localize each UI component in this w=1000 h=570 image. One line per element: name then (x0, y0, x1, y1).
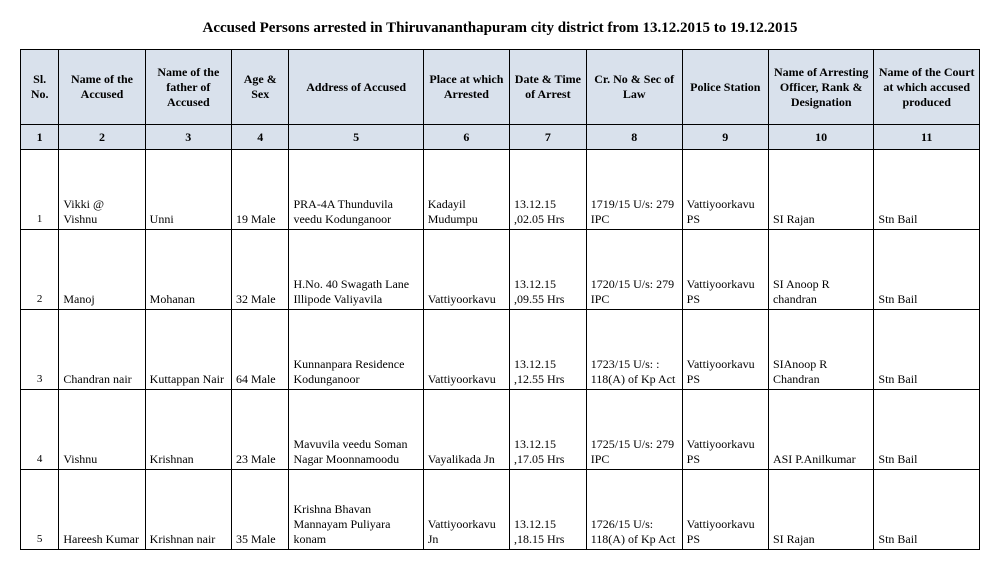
cell-place: Kadayil Mudumpu (423, 150, 509, 230)
cell-father: Kuttappan Nair (145, 310, 231, 390)
colnum-5: 5 (289, 125, 423, 150)
cell-station: Vattiyoorkavu PS (682, 310, 768, 390)
header-row: Sl. No. Name of the Accused Name of the … (21, 50, 980, 125)
table-row: 5 Hareesh Kumar Krishnan nair 35 Male Kr… (21, 470, 980, 550)
cell-name: Hareesh Kumar (59, 470, 145, 550)
cell-father: Krishnan (145, 390, 231, 470)
cell-agesex: 19 Male (231, 150, 289, 230)
cell-place: Vattiyoorkavu (423, 230, 509, 310)
cell-crno: 1723/15 U/s: : 118(A) of Kp Act (586, 310, 682, 390)
cell-crno: 1726/15 U/s: 118(A) of Kp Act (586, 470, 682, 550)
cell-place: Vayalikada Jn (423, 390, 509, 470)
cell-slno: 4 (21, 390, 59, 470)
colnum-6: 6 (423, 125, 509, 150)
table-row: 3 Chandran nair Kuttappan Nair 64 Male K… (21, 310, 980, 390)
col-header-court: Name of the Court at which accused produ… (874, 50, 980, 125)
page-container: Accused Persons arrested in Thiruvananth… (20, 20, 980, 550)
table-row: 1 Vikki @ Vishnu Unni 19 Male PRA-4A Thu… (21, 150, 980, 230)
cell-slno: 5 (21, 470, 59, 550)
cell-crno: 1719/15 U/s: 279 IPC (586, 150, 682, 230)
cell-name: Manoj (59, 230, 145, 310)
cell-officer: SIAnoop R Chandran (768, 310, 873, 390)
colnum-2: 2 (59, 125, 145, 150)
cell-agesex: 35 Male (231, 470, 289, 550)
cell-officer: SI Rajan (768, 150, 873, 230)
table-row: 4 Vishnu Krishnan 23 Male Mavuvila veedu… (21, 390, 980, 470)
cell-datetime: 13.12.15 ,17.05 Hrs (510, 390, 587, 470)
col-header-name: Name of the Accused (59, 50, 145, 125)
col-header-crno: Cr. No & Sec of Law (586, 50, 682, 125)
col-header-address: Address of Accused (289, 50, 423, 125)
cell-court: Stn Bail (874, 150, 980, 230)
cell-address: H.No. 40 Swagath Lane Illipode Valiyavil… (289, 230, 423, 310)
cell-officer: ASI P.Anilkumar (768, 390, 873, 470)
col-header-agesex: Age & Sex (231, 50, 289, 125)
cell-datetime: 13.12.15 ,09.55 Hrs (510, 230, 587, 310)
colnum-3: 3 (145, 125, 231, 150)
cell-address: Krishna Bhavan Mannayam Puliyara konam (289, 470, 423, 550)
colnum-4: 4 (231, 125, 289, 150)
table-row: 2 Manoj Mohanan 32 Male H.No. 40 Swagath… (21, 230, 980, 310)
cell-address: Kunnanpara Residence Kodunganoor (289, 310, 423, 390)
cell-crno: 1725/15 U/s: 279 IPC (586, 390, 682, 470)
cell-crno: 1720/15 U/s: 279 IPC (586, 230, 682, 310)
colnum-10: 10 (768, 125, 873, 150)
cell-datetime: 13.12.15 ,18.15 Hrs (510, 470, 587, 550)
cell-court: Stn Bail (874, 310, 980, 390)
cell-court: Stn Bail (874, 470, 980, 550)
col-header-father: Name of the father of Accused (145, 50, 231, 125)
cell-father: Unni (145, 150, 231, 230)
cell-slno: 3 (21, 310, 59, 390)
colnum-7: 7 (510, 125, 587, 150)
cell-father: Mohanan (145, 230, 231, 310)
cell-court: Stn Bail (874, 390, 980, 470)
colnum-9: 9 (682, 125, 768, 150)
cell-address: PRA-4A Thunduvila veedu Kodunganoor (289, 150, 423, 230)
colnum-11: 11 (874, 125, 980, 150)
cell-name: Vikki @ Vishnu (59, 150, 145, 230)
cell-name: Vishnu (59, 390, 145, 470)
colnum-1: 1 (21, 125, 59, 150)
cell-father: Krishnan nair (145, 470, 231, 550)
cell-name: Chandran nair (59, 310, 145, 390)
col-header-officer: Name of Arresting Officer, Rank & Design… (768, 50, 873, 125)
cell-officer: SI Rajan (768, 470, 873, 550)
cell-station: Vattiyoorkavu PS (682, 470, 768, 550)
cell-court: Stn Bail (874, 230, 980, 310)
cell-place: Vattiyoorkavu (423, 310, 509, 390)
cell-place: Vattiyoorkavu Jn (423, 470, 509, 550)
arrest-table: Sl. No. Name of the Accused Name of the … (20, 49, 980, 550)
cell-address: Mavuvila veedu Soman Nagar Moonnamoodu (289, 390, 423, 470)
col-header-place: Place at which Arrested (423, 50, 509, 125)
cell-agesex: 64 Male (231, 310, 289, 390)
cell-station: Vattiyoorkavu PS (682, 390, 768, 470)
cell-station: Vattiyoorkavu PS (682, 150, 768, 230)
col-header-station: Police Station (682, 50, 768, 125)
page-title: Accused Persons arrested in Thiruvananth… (20, 20, 980, 37)
cell-agesex: 32 Male (231, 230, 289, 310)
cell-datetime: 13.12.15 ,12.55 Hrs (510, 310, 587, 390)
colnum-8: 8 (586, 125, 682, 150)
table-body: 1 Vikki @ Vishnu Unni 19 Male PRA-4A Thu… (21, 150, 980, 550)
column-number-row: 1 2 3 4 5 6 7 8 9 10 11 (21, 125, 980, 150)
col-header-datetime: Date & Time of Arrest (510, 50, 587, 125)
cell-station: Vattiyoorkavu PS (682, 230, 768, 310)
col-header-slno: Sl. No. (21, 50, 59, 125)
cell-officer: SI Anoop R chandran (768, 230, 873, 310)
cell-datetime: 13.12.15 ,02.05 Hrs (510, 150, 587, 230)
cell-agesex: 23 Male (231, 390, 289, 470)
cell-slno: 1 (21, 150, 59, 230)
cell-slno: 2 (21, 230, 59, 310)
